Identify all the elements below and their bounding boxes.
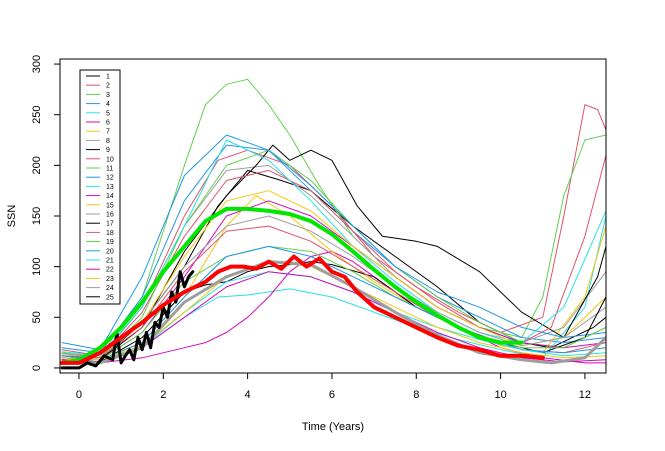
legend-label-6: 6: [106, 120, 110, 127]
series-line-11: [61, 149, 606, 359]
legend-label-9: 9: [106, 147, 110, 154]
legend-label-10: 10: [106, 156, 114, 163]
legend-label-3: 3: [106, 92, 110, 99]
x-tick-label: 8: [413, 389, 419, 401]
legend-label-8: 8: [106, 138, 110, 145]
series-line-20: [61, 245, 606, 361]
series-line-14: [61, 200, 606, 361]
legend-label-4: 4: [106, 101, 110, 108]
legend-label-18: 18: [106, 230, 114, 237]
legend-label-24: 24: [106, 285, 114, 292]
y-axis-label: SSN: [6, 205, 18, 228]
legend-label-13: 13: [106, 184, 114, 191]
y-tick-label: 250: [31, 106, 43, 124]
y-tick-label: 50: [31, 311, 43, 323]
series-line-8: [61, 164, 606, 359]
legend-label-7: 7: [106, 129, 110, 136]
series-line-4: [61, 134, 606, 351]
y-tick-label: 150: [31, 207, 43, 225]
legend-label-17: 17: [106, 221, 114, 228]
legend-label-25: 25: [106, 294, 114, 301]
x-tick-label: 4: [245, 389, 251, 401]
plot-frame: [59, 58, 607, 374]
legend-label-11: 11: [106, 166, 113, 173]
legend-label-21: 21: [106, 258, 114, 265]
series-line-25: [60, 270, 195, 370]
legend-label-2: 2: [106, 83, 110, 90]
series-line-19: [61, 245, 606, 361]
legend-label-22: 22: [106, 267, 114, 274]
x-tick-label: 0: [76, 389, 82, 401]
series-line-mean-red: [60, 254, 545, 365]
x-tick-label: 12: [579, 389, 591, 401]
x-tick-label: 10: [494, 389, 506, 401]
y-tick-label: 100: [31, 257, 43, 275]
series-line-3: [61, 78, 606, 357]
legend-box: [79, 69, 121, 305]
legend-label-16: 16: [106, 212, 114, 219]
y-tick-label: 0: [31, 365, 43, 371]
legend-label-15: 15: [106, 202, 114, 209]
legend-label-1: 1: [106, 74, 110, 81]
series-line-9: [61, 144, 606, 361]
series-lines: [60, 78, 606, 370]
x-axis-label: Time (Years): [302, 421, 364, 433]
y-tick-label: 200: [31, 156, 43, 174]
series-line-mean-green: [60, 206, 524, 365]
legend-label-12: 12: [106, 175, 114, 182]
legend-label-23: 23: [106, 276, 114, 283]
series-line-12: [61, 144, 606, 354]
y-tick-label: 300: [31, 55, 43, 73]
series-line-10: [61, 154, 606, 359]
legend-label-20: 20: [106, 248, 114, 255]
legend-label-19: 19: [106, 239, 114, 246]
legend-label-14: 14: [106, 193, 114, 200]
legend: 1234567891011121314151617181920212223242…: [79, 69, 121, 305]
x-tick-label: 2: [160, 389, 166, 401]
legend-label-5: 5: [106, 110, 110, 117]
x-tick-label: 6: [329, 389, 335, 401]
